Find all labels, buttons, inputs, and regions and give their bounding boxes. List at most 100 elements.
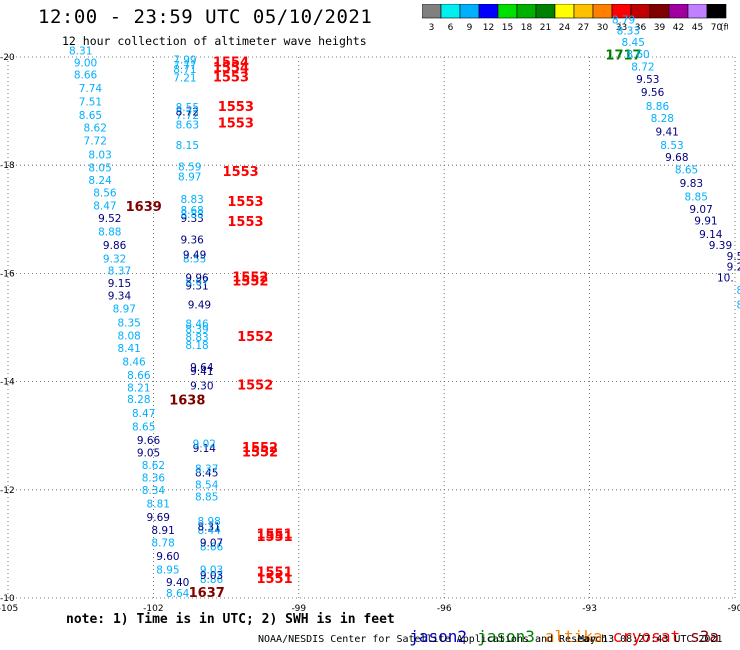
wave-height-label: 9.33 (180, 213, 203, 225)
legend-altika: altika (544, 627, 603, 646)
wave-height-label: 8 (737, 300, 740, 312)
wave-height-label: 8.66 (74, 70, 98, 82)
wave-height-label: 8.59 (178, 162, 201, 174)
wave-height-label: 7.74 (79, 83, 103, 95)
wave-height-label: 9.49 (183, 249, 206, 261)
wave-height-label: 9.00 (74, 58, 97, 70)
wave-height-label: 7.72 (176, 110, 199, 122)
wave-height-label: 9.86 (103, 240, 127, 252)
scale-unit: (ft) (720, 23, 728, 33)
wave-height-label: 9.68 (665, 152, 688, 164)
wave-height-label: 8.98 (197, 516, 220, 528)
pass-time-label: 1637 (189, 586, 225, 601)
wave-height-label: 8.83 (185, 332, 208, 344)
scale-label: 18 (521, 23, 533, 33)
wave-height-label: 8.85 (685, 191, 708, 203)
scale-label: 9 (467, 23, 473, 33)
chart-title: 12:00 - 23:59 UTC 05/10/2021 (38, 6, 373, 28)
legend-s3a: s3a (690, 627, 719, 646)
wave-height-label: 9.39 (709, 240, 732, 252)
wave-height-label: 8.41 (117, 343, 140, 355)
wave-height-label: 8.83 (180, 194, 203, 206)
wave-height-label: 8.34 (142, 485, 166, 497)
wave-height-label: 8.63 (176, 119, 199, 131)
pass-time-label: 1552 (237, 330, 273, 345)
wave-height-label: 8.35 (117, 317, 140, 329)
wave-height-label: 8.24 (88, 175, 112, 187)
wave-height-label: 8.56 (93, 188, 117, 200)
wave-height-label: 8 (737, 285, 740, 297)
legend-jason2: jason2 (409, 627, 468, 646)
wave-height-label: 8.47 (93, 201, 116, 213)
pass-time-label: 1551 (256, 572, 292, 587)
scale-label: 24 (559, 23, 571, 33)
wave-height-label: 9.36 (180, 235, 204, 247)
wave-height-label: 8.55 (183, 254, 206, 266)
legend-cryosat: cryosat (612, 627, 681, 646)
wave-height-label: 8.65 (132, 421, 155, 433)
scale-label: 12 (483, 23, 494, 33)
x-tick-label: -96 (437, 604, 452, 612)
wave-height-label: 9.31 (185, 281, 208, 293)
wave-height-label: 8.05 (88, 163, 111, 175)
altimeter-plot: -105 -102 -99 -96 -93 -90 -10 -12 -14 -16 -18 -20 15… (0, 14, 740, 612)
pass-time-label: 1554 (213, 61, 249, 76)
wave-height-label: 8.86 (200, 574, 224, 586)
pass-time-label: 1639 (126, 200, 162, 215)
y-tick-label: -20 (0, 53, 15, 63)
wave-height-label: 8.55 (176, 102, 199, 114)
scale-label: 27 (578, 23, 589, 33)
wave-height-label: 8.65 (675, 164, 698, 176)
wave-height-label: 8.39 (185, 324, 208, 336)
wave-height-label: 9.91 (694, 216, 717, 228)
pass-time-label: 1552 (242, 445, 278, 460)
pass-time-label: 1552 (237, 379, 273, 394)
wave-height-label: 8.15 (176, 140, 199, 152)
wave-height-label: 8.88 (98, 227, 121, 239)
scale-label: 3 (429, 23, 435, 33)
wave-height-label: 9.66 (137, 435, 161, 447)
wave-height-label: 8.88 (180, 209, 203, 221)
pass-time-label: 1553 (227, 215, 263, 230)
wave-height-label: 9.52 (98, 213, 121, 225)
credit-line: NOAA/NESDIS Center for Satellite Applica… (258, 634, 608, 645)
wave-height-label: 9.02 (193, 439, 216, 451)
wave-height-label: 7.99 (173, 54, 196, 66)
scale-label: 33 (616, 23, 627, 33)
wave-height-label: 9.03 (200, 570, 223, 582)
wave-height-label: 9.96 (185, 273, 209, 285)
y-tick-label: -12 (0, 486, 15, 496)
wave-height-label: 8.85 (195, 492, 218, 504)
wave-height-label: 8.08 (117, 330, 140, 342)
scale-label: 21 (540, 23, 551, 33)
wave-height-label: 8.65 (79, 110, 102, 122)
wave-height-label: 9.83 (680, 178, 703, 190)
pass-time-label: 1551 (256, 527, 292, 542)
x-tick-label: -90 (728, 604, 740, 612)
wave-height-label: 8.21 (127, 382, 150, 394)
wave-height-label: 8.60 (626, 49, 649, 61)
scale-label: 6 (448, 23, 454, 33)
wave-height-label: 9.15 (108, 278, 131, 290)
pass-time-label: 1553 (218, 116, 254, 131)
wave-height-label: 10. (717, 273, 734, 285)
wave-height-label: 9.41 (190, 366, 213, 378)
wave-height-label: 8.33 (617, 25, 640, 37)
pass-time-label: 1553 (227, 195, 263, 210)
wave-height-label: 9.07 (689, 204, 712, 216)
scale-swatch (706, 4, 727, 19)
x-tick-label: -99 (291, 604, 306, 612)
scale-label: 15 (502, 23, 513, 33)
wave-height-label: 8.28 (127, 394, 150, 406)
pass-time-label: 1553 (213, 70, 249, 85)
wave-height-label: 8.64 (166, 588, 190, 600)
wave-height-label: 8.46 (185, 319, 209, 331)
wave-height-label: 8.44 (197, 525, 221, 537)
y-tick-label: -18 (0, 161, 15, 171)
y-tick-label: -10 (0, 594, 15, 604)
pass-time-label: 1554 (213, 56, 249, 71)
wave-height-label: 8.91 (151, 525, 174, 537)
wave-height-label: 9.14 (699, 229, 723, 241)
wave-height-label: 9.60 (156, 551, 179, 563)
chart-subtitle: 12 hour collection of altimeter wave hei… (62, 34, 367, 48)
